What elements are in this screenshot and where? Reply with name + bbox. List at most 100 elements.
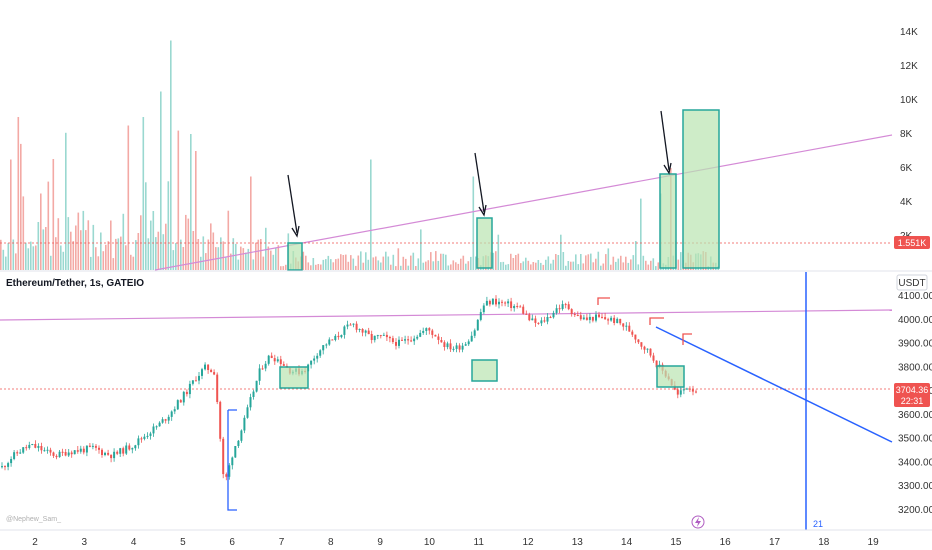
candle-body [246,407,249,418]
candle-body [507,301,510,304]
volume-bar [595,258,597,270]
volume-bar [640,198,642,270]
volume-bar [25,242,27,270]
time-tick-label: 7 [279,537,285,548]
candle-body [685,388,688,390]
volume-bar [505,264,507,270]
time-axis[interactable]: 2 3 4 5 6 7 8 9 10 11 12 13 14 15 16 17 18 19 [0,529,932,548]
volume-highlight-box-4[interactable] [682,109,720,269]
volume-bar [447,265,450,270]
volume-bar [270,250,272,270]
volume-bar [635,241,637,270]
price-highlight-box-1[interactable] [279,366,309,389]
candle-body [37,446,40,448]
volume-bar [450,264,452,270]
candle-body [70,452,73,455]
arrow-annotation-1[interactable] [287,174,300,238]
candle-body [249,397,252,408]
volume-bar [555,254,557,270]
volume-bar [232,238,235,270]
volume-highlight-box-2[interactable] [476,217,493,269]
price-highlight-box-3[interactable] [656,365,685,388]
volume-bar [197,239,200,270]
candle-body [328,339,331,345]
price-tick-label: 3300.00 [898,481,932,492]
volume-bar [155,237,157,270]
candle-body [655,360,658,368]
volume-bar [520,263,522,270]
volume-bar [220,237,222,270]
high-marker-1[interactable] [597,297,610,305]
volume-bar [585,255,587,270]
volume-bar [97,256,100,270]
volume-bar [195,151,197,270]
volume-axis[interactable]: 2K4K6K8K10K12K14K [900,27,918,242]
volume-bar [92,224,95,270]
candle-body [607,319,610,321]
candle-body [431,330,434,335]
volume-bar [475,256,477,270]
candle-body [513,306,516,309]
candle-body [679,390,682,395]
candle-body [346,324,349,327]
arrow-annotation-3[interactable] [660,110,672,175]
candle-body [337,335,340,338]
currency-button[interactable]: USDT [896,274,928,291]
time-tick-label: 16 [720,537,732,548]
volume-highlight-box-3[interactable] [659,173,677,269]
volume-bar [10,159,12,270]
range-bracket-low[interactable] [227,409,237,511]
volume-bar [582,263,585,270]
candle-body [485,300,488,306]
high-marker-3[interactable] [682,333,692,345]
price-highlight-box-2[interactable] [471,359,498,382]
price-trendline-blue[interactable] [655,326,893,443]
candle-body [646,348,649,350]
candle-body [331,339,334,341]
volume-bar [210,223,212,270]
candle-body [198,375,200,381]
volume-highlight-box-1[interactable] [287,242,303,271]
candle-body [43,450,46,452]
volume-bar [597,251,600,270]
volume-bar [387,256,390,270]
volume-bar [385,251,387,270]
arrow-annotation-2[interactable] [474,152,487,217]
volume-bar [180,239,182,270]
symbol-title[interactable]: Ethereum/Tether, 1s, GATEIO [6,278,144,289]
volume-bar [200,256,202,270]
volume-bar [237,259,240,270]
volume-bar [252,259,255,270]
volume-bar [225,257,227,270]
price-tick-label: 3800.00 [898,362,932,373]
volume-bar [35,245,37,270]
volume-bar [117,238,120,270]
candle-body [688,388,691,390]
volume-bar [142,117,145,270]
candle-body [182,391,185,403]
volume-bar [275,247,277,270]
volume-bar [500,262,502,270]
price-trendline-pink[interactable] [0,309,893,321]
candle-body [340,335,343,338]
volume-bar [460,258,462,270]
volume-bar [380,262,382,270]
price-pane[interactable]: Ethereum/Tether, 1s, GATEIO USDT 3200.00… [0,272,932,530]
candle-body [358,329,361,330]
volume-trendline[interactable] [154,134,893,271]
candle-body [622,323,625,327]
volume-bar [47,181,50,270]
candle-body [361,329,364,333]
candle-body [7,463,10,467]
candle-body [98,447,100,450]
candle-body [373,335,376,341]
lightning-icon[interactable] [691,515,705,529]
volume-pane[interactable]: 2K4K6K8K10K12K14K 1.551K [0,27,930,271]
volume-bar [337,258,340,270]
candle-body [404,339,406,341]
candle-body [379,335,382,337]
candle-body [252,391,255,397]
high-marker-2[interactable] [649,317,664,325]
candle-body [446,343,449,348]
